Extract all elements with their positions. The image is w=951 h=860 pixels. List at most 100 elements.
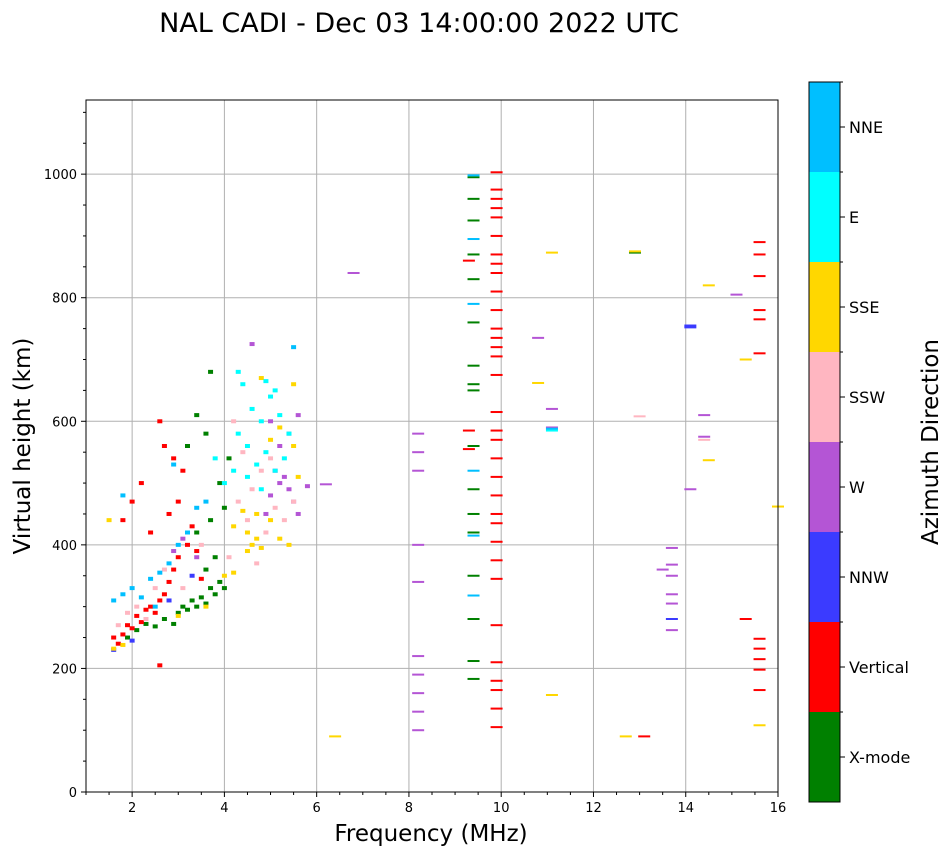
data-point-sse — [619, 735, 632, 738]
data-point-x-mode — [194, 530, 200, 535]
data-point-nne — [152, 604, 158, 609]
data-point-x-mode — [203, 431, 209, 436]
data-point-w — [412, 729, 425, 732]
data-point-x-mode — [467, 618, 480, 620]
data-point-e — [281, 456, 287, 461]
x-tick-label: 6 — [313, 801, 321, 816]
data-point-vertical — [490, 355, 503, 358]
data-point-vertical — [166, 579, 172, 584]
data-point-vertical — [490, 272, 503, 274]
data-point-vertical — [490, 679, 503, 682]
data-point-x-mode — [467, 253, 480, 256]
data-point-w — [730, 293, 743, 296]
data-point-x-mode — [467, 574, 480, 577]
data-point-ssw — [198, 542, 204, 547]
data-point-nne — [467, 302, 480, 305]
x-tick-label: 2 — [128, 801, 136, 816]
data-point-sse — [175, 613, 181, 618]
data-point-vertical — [490, 540, 503, 543]
data-point-x-mode — [134, 628, 140, 633]
data-point-vertical — [490, 512, 503, 515]
data-point-nne — [166, 561, 172, 566]
data-points — [106, 171, 784, 738]
colorbar-frame — [808, 81, 841, 803]
data-point-vertical — [753, 318, 766, 321]
data-point-w — [412, 710, 425, 713]
data-point-x-mode — [208, 518, 214, 523]
data-point-w — [412, 655, 425, 658]
data-point-e — [263, 379, 269, 384]
data-point-vertical — [175, 499, 181, 504]
y-tick-label: 400 — [52, 539, 77, 554]
data-point-x-mode — [467, 389, 480, 392]
data-point-ssw — [263, 530, 269, 535]
data-point-nnw — [684, 324, 697, 327]
data-point-nnw — [684, 326, 697, 329]
data-point-x-mode — [189, 598, 195, 603]
data-point-vertical — [111, 635, 117, 640]
data-point-e — [235, 431, 241, 436]
data-point-e — [263, 450, 269, 455]
data-point-ssw — [633, 415, 646, 418]
data-point-w — [171, 549, 177, 554]
data-point-x-mode — [208, 369, 214, 374]
data-point-sse — [231, 524, 237, 529]
data-point-x-mode — [217, 481, 223, 486]
data-point-x-mode — [184, 607, 190, 612]
data-point-nne — [194, 505, 200, 510]
data-point-e — [240, 382, 246, 387]
data-point-vertical — [148, 604, 154, 609]
data-point-vertical — [184, 542, 190, 547]
data-point-vertical — [180, 468, 186, 473]
data-point-sse — [258, 545, 264, 550]
data-point-ssw — [281, 518, 287, 523]
data-point-x-mode — [467, 445, 480, 447]
data-point-vertical — [120, 632, 126, 637]
data-point-x-mode — [467, 278, 480, 281]
data-point-sse — [240, 508, 246, 513]
data-point-x-mode — [467, 488, 480, 491]
data-point-ssw — [235, 499, 241, 504]
data-point-x-mode — [208, 586, 214, 591]
data-point-w — [665, 563, 678, 566]
data-point-sse — [545, 693, 558, 696]
data-point-w — [277, 444, 283, 448]
data-point-x-mode — [467, 660, 480, 663]
data-point-ssw — [161, 567, 167, 572]
data-point-nne — [184, 530, 190, 535]
data-point-vertical — [490, 689, 503, 692]
colorbar-swatch — [809, 352, 840, 442]
data-point-w — [347, 272, 360, 274]
data-point-vertical — [490, 188, 503, 191]
colorbar-label: Azimuth Direction — [918, 339, 944, 545]
data-point-vertical — [161, 592, 167, 597]
data-point-vertical — [138, 620, 144, 625]
data-point-vertical — [189, 524, 195, 529]
data-point-x-mode — [203, 567, 209, 572]
data-point-w — [319, 483, 332, 486]
data-point-x-mode — [467, 176, 480, 179]
data-point-w — [412, 580, 425, 583]
data-point-ssw — [268, 456, 274, 461]
data-point-w — [665, 546, 678, 549]
data-point-vertical — [143, 607, 149, 612]
data-point-w — [545, 407, 558, 410]
data-point-nne — [138, 595, 144, 600]
data-point-nne — [291, 345, 297, 350]
data-point-e — [235, 369, 241, 374]
data-point-ssw — [231, 419, 237, 424]
data-point-sse — [702, 459, 715, 462]
data-point-sse — [106, 518, 112, 523]
data-point-w — [295, 413, 301, 418]
data-point-x-mode — [152, 624, 158, 629]
data-point-nne — [111, 598, 117, 603]
colorbar-swatch — [809, 172, 840, 262]
data-point-vertical — [129, 626, 135, 631]
data-point-x-mode — [198, 595, 204, 600]
axes: 2 4 6 8 10 12 14 16 0 200 400 600 800 1000 — [44, 111, 786, 816]
data-point-vertical — [152, 610, 158, 615]
data-point-vertical — [490, 726, 503, 729]
data-point-w — [412, 673, 425, 676]
data-point-ssw — [180, 586, 186, 591]
